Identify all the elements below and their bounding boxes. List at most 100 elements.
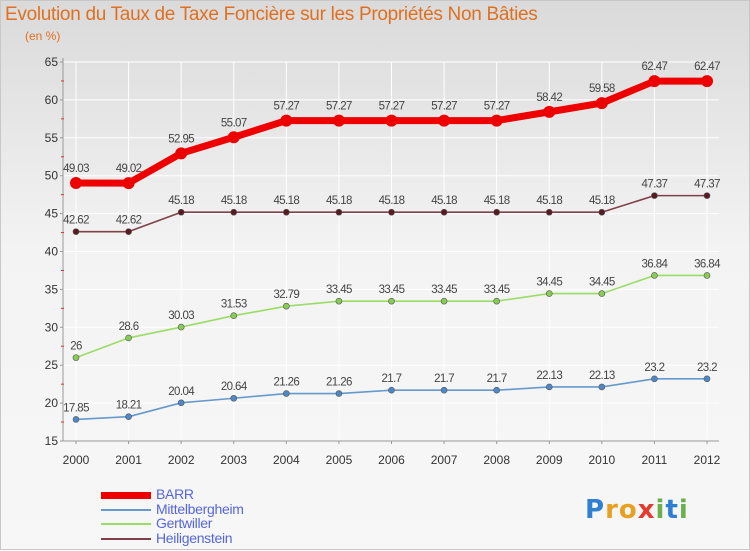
- data-point: [388, 297, 395, 305]
- data-point: [440, 297, 448, 305]
- data-label: 34.45: [536, 277, 562, 289]
- data-label: 49.03: [63, 163, 89, 175]
- x-tick-label: 2005: [326, 453, 353, 467]
- x-tick-label: 2000: [63, 453, 90, 467]
- data-point: [543, 105, 556, 118]
- data-point: [388, 386, 395, 394]
- y-tick-label: 30: [45, 320, 59, 334]
- data-point: [493, 386, 500, 394]
- data-label: 57.27: [273, 101, 299, 113]
- data-label: 17.85: [63, 402, 89, 414]
- data-point: [72, 416, 80, 423]
- data-label: 23.2: [697, 362, 717, 374]
- data-point: [651, 375, 658, 383]
- legend-label: BARR: [156, 486, 194, 502]
- data-label: 45.18: [431, 195, 457, 207]
- data-label: 21.7: [487, 373, 507, 385]
- data-label: 57.27: [484, 101, 510, 113]
- data-label: 33.45: [326, 284, 352, 296]
- data-label: 45.18: [379, 195, 405, 207]
- data-point: [335, 208, 343, 216]
- data-label: 45.18: [168, 195, 194, 207]
- data-label: 28.6: [119, 321, 139, 333]
- data-label: 36.84: [694, 258, 721, 270]
- data-label: 22.13: [589, 370, 615, 382]
- data-point: [651, 272, 658, 279]
- data-point: [280, 114, 293, 127]
- data-point: [125, 334, 132, 342]
- data-label: 52.95: [168, 133, 194, 145]
- data-point: [230, 312, 238, 320]
- legend-label: Gertwiller: [156, 515, 213, 531]
- data-label: 32.79: [273, 289, 299, 301]
- x-tick-label: 2003: [220, 453, 247, 467]
- data-label: 33.45: [431, 284, 457, 296]
- data-label: 21.26: [273, 377, 299, 389]
- data-label: 45.18: [536, 195, 562, 207]
- data-label: 26: [70, 341, 82, 353]
- data-point: [230, 394, 238, 402]
- data-label: 22.13: [536, 370, 562, 382]
- y-tick-label: 15: [45, 434, 59, 448]
- legend-swatch: [101, 491, 151, 499]
- data-point: [177, 399, 185, 407]
- logo-letter: i: [655, 495, 666, 525]
- data-point: [283, 208, 290, 216]
- data-point: [227, 131, 240, 144]
- data-label: 58.42: [536, 92, 562, 104]
- data-point: [545, 383, 553, 391]
- data-label: 59.58: [589, 83, 615, 95]
- unit-label: (en %): [25, 29, 61, 43]
- data-label: 33.45: [379, 284, 405, 296]
- data-label: 36.84: [642, 258, 669, 270]
- data-point: [598, 290, 606, 297]
- y-tick-label: 40: [45, 245, 59, 259]
- data-point: [648, 75, 661, 88]
- y-tick-label: 25: [45, 358, 59, 372]
- data-label: 42.62: [63, 215, 89, 227]
- data-point: [335, 297, 343, 305]
- logo-letter: i: [678, 495, 689, 525]
- legend-swatch: [101, 537, 151, 540]
- logo-letter: r: [605, 495, 619, 525]
- y-tick-label: 65: [45, 55, 59, 69]
- y-tick-label: 60: [45, 93, 59, 107]
- data-label: 20.04: [168, 386, 195, 398]
- data-point: [72, 228, 80, 235]
- data-point: [175, 147, 188, 160]
- data-point: [545, 208, 553, 216]
- y-tick-label: 55: [45, 131, 59, 145]
- data-label: 62.47: [642, 61, 668, 73]
- legend-label: Mittelbergheim: [156, 500, 244, 517]
- data-point: [598, 208, 606, 216]
- data-label: 18.21: [116, 400, 142, 412]
- data-label: 21.7: [434, 373, 454, 385]
- data-point: [598, 383, 606, 391]
- y-tick-label: 20: [45, 396, 59, 410]
- data-point: [438, 114, 451, 127]
- logo-letter: t: [665, 495, 679, 525]
- chart-title: Evolution du Taux de Taxe Foncière sur l…: [5, 4, 538, 25]
- x-tick-label: 2012: [694, 453, 721, 467]
- data-label: 47.37: [642, 179, 668, 191]
- data-label: 31.53: [221, 299, 247, 311]
- data-point: [122, 177, 135, 190]
- data-point: [490, 114, 503, 127]
- data-label: 30.03: [168, 310, 194, 322]
- data-point: [388, 208, 395, 216]
- data-label: 62.47: [694, 61, 720, 73]
- data-point: [230, 208, 238, 216]
- data-label: 34.45: [589, 277, 615, 289]
- data-point: [493, 297, 500, 305]
- data-point: [545, 290, 553, 297]
- legend-label: Heiligenstein: [156, 529, 233, 546]
- x-tick-label: 2002: [168, 453, 195, 467]
- x-tick-label: 2007: [431, 453, 458, 467]
- data-label: 45.18: [484, 195, 510, 207]
- data-point: [493, 208, 500, 216]
- data-label: 49.02: [116, 163, 142, 175]
- data-label: 45.18: [326, 195, 352, 207]
- data-point: [283, 390, 290, 397]
- logo-letter: x: [637, 495, 656, 525]
